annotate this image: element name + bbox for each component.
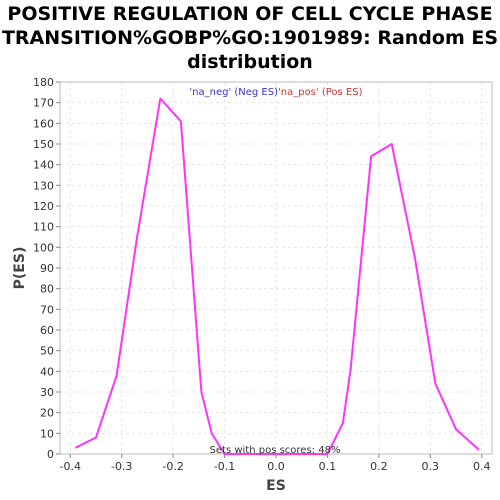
x-tick-label: 0.4 [473,460,491,473]
y-tick-label: 120 [33,200,54,213]
y-tick-label: 70 [40,303,54,316]
y-tick-label: 140 [33,159,54,172]
y-tick-label: 130 [33,179,54,192]
x-tick-label: 0.3 [422,460,440,473]
y-tick-label: 30 [40,386,54,399]
x-axis: -0.4 -0.3 -0.2 -0.1 0.0 0.1 0.2 0.3 0.4 [60,454,491,473]
chart-title-line-2: TRANSITION%GOBP%GO:1901989: Random ES [1,27,499,49]
y-tick-label: 100 [33,241,54,254]
y-tick-label: 20 [40,407,54,420]
y-tick-label: 110 [33,221,54,234]
y-tick-label: 60 [40,324,54,337]
x-tick-label: -0.2 [162,460,183,473]
y-tick-label: 40 [40,365,54,378]
x-tick-label: -0.3 [111,460,132,473]
series-group [74,97,480,455]
x-tick-label: -0.1 [214,460,235,473]
y-axis-title: P(ES) [12,247,28,290]
es-distribution-line [74,97,480,455]
x-tick-label: 0.2 [370,460,388,473]
pos-scores-annotation: Sets with pos scores: 48% [210,445,341,456]
y-tick-label: 90 [40,262,54,275]
y-tick-label: 0 [47,448,54,461]
y-tick-label: 10 [40,427,54,440]
grid [60,81,492,455]
x-tick-label: 0.0 [267,460,285,473]
y-tick-label: 80 [40,283,54,296]
y-tick-label: 170 [33,97,54,110]
y-tick-label: 180 [33,76,54,89]
chart-title: POSITIVE REGULATION OF CELL CYCLE PHASE … [0,2,500,74]
y-tick-label: 150 [33,138,54,151]
y-tick-label: 160 [33,117,54,130]
x-axis-title: ES [266,478,286,494]
chart-title-line-1: POSITIVE REGULATION OF CELL CYCLE PHASE [7,3,493,25]
x-tick-label: -0.4 [60,460,81,473]
y-tick-label: 50 [40,345,54,358]
x-tick-label: 0.1 [319,460,337,473]
legend-neg: 'na_neg' (Neg ES) [189,87,278,98]
legend-pos: 'na_pos' (Pos ES) [278,87,363,98]
y-axis: 0 10 20 30 40 50 60 70 80 90 100 110 120 130 140 150 160… [33,76,60,461]
chart-title-line-3: distribution [187,51,313,73]
